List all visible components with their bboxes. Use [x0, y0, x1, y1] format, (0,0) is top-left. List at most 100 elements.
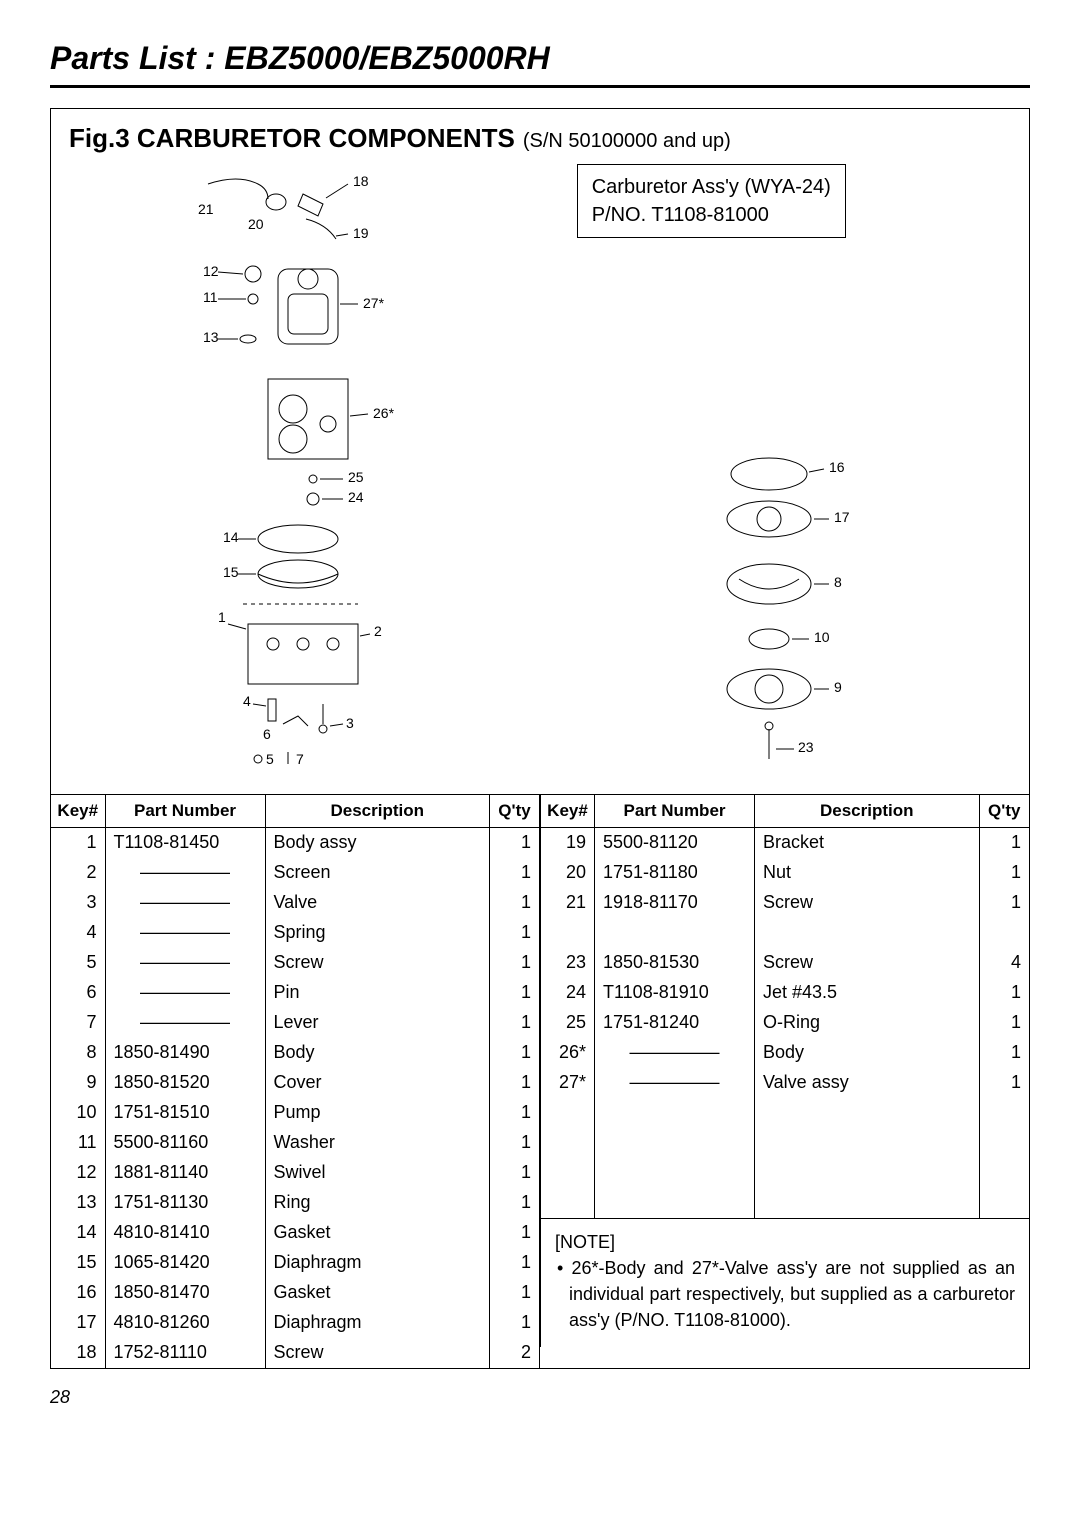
- cell-part-number: [595, 918, 755, 948]
- cell-key: 14: [51, 1218, 105, 1248]
- cell-qty: 1: [490, 1248, 540, 1278]
- cell-key: 5: [51, 948, 105, 978]
- cell-part-number: 1065-81420: [105, 1248, 265, 1278]
- assy-line2: P/NO. T1108-81000: [592, 201, 831, 229]
- cell-part-number: —————: [105, 888, 265, 918]
- parts-table-right: Key# Part Number Description Q'ty 195500…: [540, 794, 1029, 1218]
- th-key: Key#: [51, 795, 105, 828]
- cell-part-number: 1918-81170: [595, 888, 755, 918]
- page-title: Parts List : EBZ5000/EBZ5000RH: [50, 40, 1030, 77]
- cell-part-number: 1751-81510: [105, 1098, 265, 1128]
- svg-text:24: 24: [348, 489, 364, 505]
- cell-description: Washer: [265, 1128, 490, 1158]
- th-desc: Description: [755, 795, 980, 828]
- table-row: 121881-81140Swivel1: [51, 1158, 540, 1188]
- page-number: 28: [50, 1387, 1030, 1408]
- table-row: 211918-81170Screw1: [541, 888, 1030, 918]
- cell-description: Body assy: [265, 828, 490, 858]
- cell-description: [755, 1188, 980, 1218]
- cell-part-number: 1751-81180: [595, 858, 755, 888]
- cell-description: Gasket: [265, 1278, 490, 1308]
- cell-description: Cover: [265, 1068, 490, 1098]
- cell-part-number: —————: [105, 858, 265, 888]
- cell-qty: 1: [490, 888, 540, 918]
- assy-info-box: Carburetor Ass'y (WYA-24) P/NO. T1108-81…: [577, 164, 846, 238]
- cell-description: Spring: [265, 918, 490, 948]
- cell-part-number: 1850-81490: [105, 1038, 265, 1068]
- cell-qty: 4: [979, 948, 1029, 978]
- svg-text:7: 7: [296, 751, 304, 767]
- cell-qty: 1: [979, 1068, 1029, 1098]
- cell-description: Diaphragm: [265, 1308, 490, 1338]
- cell-qty: 1: [490, 978, 540, 1008]
- th-desc: Description: [265, 795, 490, 828]
- cell-key: 3: [51, 888, 105, 918]
- figure-title-regular: (S/N 50100000 and up): [523, 130, 731, 153]
- cell-description: Screw: [265, 948, 490, 978]
- cell-key: 9: [51, 1068, 105, 1098]
- table-row: 3—————Valve1: [51, 888, 540, 918]
- table-row: 251751-81240O-Ring1: [541, 1008, 1030, 1038]
- table-row: [541, 1098, 1030, 1128]
- th-qty: Q'ty: [490, 795, 540, 828]
- exploded-diagram-left: 21 20 18 19 12 11: [69, 164, 547, 784]
- svg-text:9: 9: [834, 679, 842, 695]
- cell-key: 23: [541, 948, 595, 978]
- table-row: 195500-81120Bracket1: [541, 828, 1030, 858]
- tables-row: Key# Part Number Description Q'ty 1T1108…: [51, 794, 1029, 1368]
- cell-key: 6: [51, 978, 105, 1008]
- cell-qty: 2: [490, 1338, 540, 1368]
- figure-title-bold: Fig.3 CARBURETOR COMPONENTS: [69, 123, 515, 154]
- svg-text:10: 10: [814, 629, 830, 645]
- cell-description: Valve: [265, 888, 490, 918]
- table-row: 144810-81410Gasket1: [51, 1218, 540, 1248]
- cell-part-number: 1850-81520: [105, 1068, 265, 1098]
- cell-qty: [979, 918, 1029, 948]
- cell-qty: 1: [490, 1008, 540, 1038]
- cell-part-number: 5500-81120: [595, 828, 755, 858]
- table-row: 231850-81530Screw4: [541, 948, 1030, 978]
- table-row: 4—————Spring1: [51, 918, 540, 948]
- cell-description: Screw: [265, 1338, 490, 1368]
- title-rule: [50, 85, 1030, 88]
- table-row: 161850-81470Gasket1: [51, 1278, 540, 1308]
- svg-text:17: 17: [834, 509, 850, 525]
- svg-text:8: 8: [834, 574, 842, 590]
- cell-key: 24: [541, 978, 595, 1008]
- svg-text:3: 3: [346, 715, 354, 731]
- table-row: [541, 1128, 1030, 1158]
- cell-part-number: —————: [105, 1008, 265, 1038]
- cell-key: 21: [541, 888, 595, 918]
- cell-qty: 1: [490, 1278, 540, 1308]
- th-qty: Q'ty: [979, 795, 1029, 828]
- cell-key: 27*: [541, 1068, 595, 1098]
- cell-part-number: 5500-81160: [105, 1128, 265, 1158]
- cell-description: Diaphragm: [265, 1248, 490, 1278]
- svg-text:11: 11: [203, 289, 218, 305]
- svg-text:2: 2: [374, 623, 382, 639]
- table-row: 5—————Screw1: [51, 948, 540, 978]
- cell-part-number: [595, 1158, 755, 1188]
- cell-qty: 1: [979, 888, 1029, 918]
- diagram-right-col: Carburetor Ass'y (WYA-24) P/NO. T1108-81…: [577, 164, 1011, 784]
- cell-key: [541, 918, 595, 948]
- cell-qty: 1: [490, 858, 540, 888]
- cell-key: [541, 1098, 595, 1128]
- cell-part-number: [595, 1188, 755, 1218]
- table-row: 7—————Lever1: [51, 1008, 540, 1038]
- cell-part-number: —————: [105, 918, 265, 948]
- svg-text:15: 15: [223, 564, 239, 580]
- svg-text:6: 6: [263, 726, 271, 742]
- cell-part-number: [595, 1128, 755, 1158]
- cell-description: Gasket: [265, 1218, 490, 1248]
- cell-part-number: 4810-81260: [105, 1308, 265, 1338]
- cell-qty: [979, 1158, 1029, 1188]
- table-row: [541, 1158, 1030, 1188]
- cell-part-number: 4810-81410: [105, 1218, 265, 1248]
- cell-key: 1: [51, 828, 105, 858]
- cell-description: Lever: [265, 1008, 490, 1038]
- table-row: [541, 918, 1030, 948]
- cell-qty: 1: [490, 918, 540, 948]
- cell-part-number: 1752-81110: [105, 1338, 265, 1368]
- table-row: 26*—————Body1: [541, 1038, 1030, 1068]
